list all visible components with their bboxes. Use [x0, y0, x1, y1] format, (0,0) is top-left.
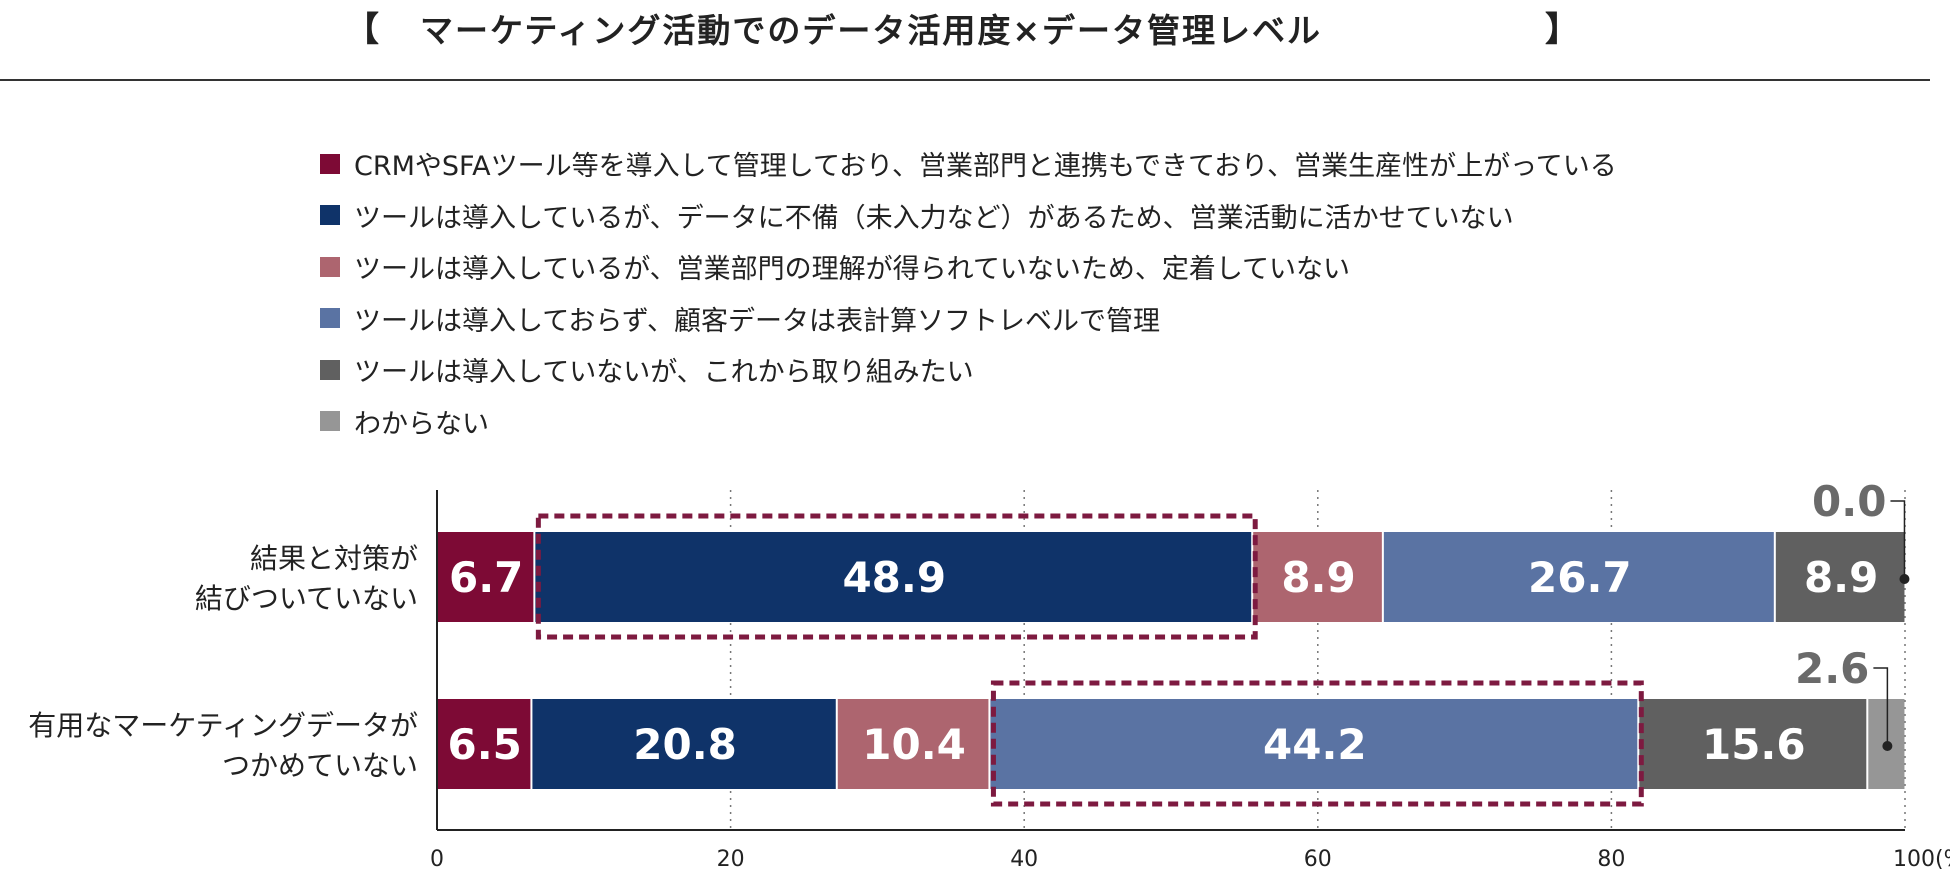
legend-swatch [320, 411, 340, 432]
category-label: 結びついていない [195, 582, 418, 615]
legend-swatch [320, 153, 340, 174]
legend-item: ツールは導入しておらず、顧客データは表計算ソフトレベルで管理 [320, 293, 1617, 345]
bar-segment [1253, 532, 1382, 622]
bar-segment [1383, 532, 1774, 622]
bar-value-label: 44.2 [1263, 720, 1367, 769]
bar-segment [837, 699, 989, 789]
x-tick-label: 20 [717, 847, 745, 870]
title-bracket-open: 【 [345, 10, 379, 50]
highlight-box [535, 513, 1258, 640]
legend-item: ツールは導入しているが、データに不備（未入力など）があるため、営業活動に活かせて… [320, 190, 1617, 242]
legend-swatch [320, 308, 340, 329]
bar-segment [437, 532, 534, 622]
callout-leader [1873, 667, 1889, 746]
bar-segment [1775, 532, 1905, 622]
bar-value-label-callout: 2.6 [1795, 644, 1869, 693]
legend-item: ツールは導入しているが、営業部門の理解が得られていないため、定着していない [320, 241, 1617, 293]
callout-leader [1890, 500, 1906, 579]
bar-value-label: 8.9 [1804, 553, 1878, 602]
bar-segment [535, 532, 1252, 622]
bar-value-label: 26.7 [1528, 553, 1632, 602]
legend-swatch [320, 359, 340, 380]
bar-value-label: 48.9 [842, 553, 946, 602]
x-tick-label: 80 [1597, 847, 1625, 870]
bar-value-label-callout: 0.0 [1812, 477, 1886, 526]
category-label: 有用なマーケティングデータが [28, 709, 418, 742]
bar-value-label: 20.8 [633, 720, 737, 769]
category-label: 結果と対策が [250, 542, 418, 575]
legend-swatch [320, 205, 340, 226]
bar-segment [532, 699, 836, 789]
legend-item: CRMやSFAツール等を導入して管理しており、営業部門と連携もできており、営業生… [320, 138, 1617, 190]
bar-value-label: 6.5 [448, 720, 522, 769]
legend-item: わからない [320, 396, 1617, 448]
legend-label: ツールは導入しているが、営業部門の理解が得られていないため、定着していない [354, 254, 1351, 286]
legend-label: ツールは導入していないが、これから取り組みたい [354, 357, 974, 389]
legend-item: ツールは導入していないが、これから取り組みたい [320, 344, 1617, 396]
highlight-box [990, 680, 1644, 807]
category-label: つかめていない [222, 749, 418, 782]
bar-segment [990, 699, 1638, 789]
legend-label: CRMやSFAツール等を導入して管理しており、営業部門と連携もできており、営業生… [354, 151, 1617, 183]
chart-legend: CRMやSFAツール等を導入して管理しており、営業部門と連携もできており、営業生… [320, 138, 1617, 447]
x-tick-label: 60 [1304, 847, 1332, 870]
legend-label: ツールは導入しているが、データに不備（未入力など）があるため、営業活動に活かせて… [354, 202, 1514, 234]
chart-title: マーケティング活動でのデータ活用度×データ管理レベル [420, 11, 1323, 50]
legend-swatch [320, 256, 340, 277]
x-tick-label: 0 [430, 847, 444, 870]
bar-value-label: 8.9 [1281, 553, 1355, 602]
legend-label: ツールは導入しておらず、顧客データは表計算ソフトレベルで管理 [354, 305, 1160, 337]
title-bracket-close: 】 [1545, 10, 1579, 50]
title-divider [0, 79, 1930, 81]
bar-value-label: 6.7 [449, 553, 523, 602]
bar-value-label: 15.6 [1702, 720, 1806, 769]
x-tick-label: 40 [1010, 847, 1038, 870]
chart-title-row: 【 マーケティング活動でのデータ活用度×データ管理レベル 】 [0, 0, 1950, 52]
bar-segment [1639, 699, 1867, 789]
x-tick-label: 100(%) [1893, 847, 1950, 870]
legend-label: わからない [354, 408, 489, 440]
bar-value-label: 10.4 [862, 720, 966, 769]
bar-segment [437, 699, 531, 789]
